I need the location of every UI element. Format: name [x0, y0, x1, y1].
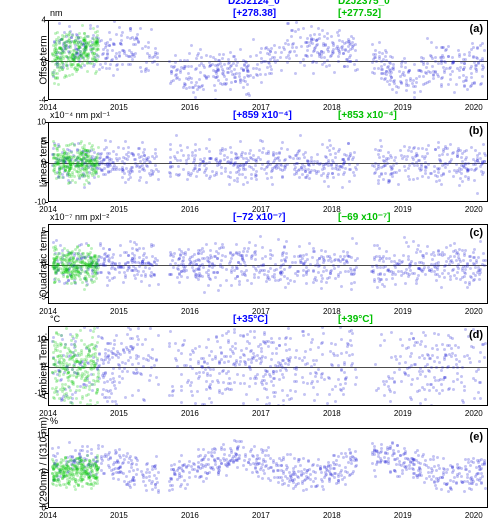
y-tick-label: -10	[26, 388, 46, 397]
plot-area: (b)	[48, 122, 488, 202]
x-tick-label: 2020	[465, 307, 483, 316]
y-tick-label: 0	[26, 260, 46, 269]
x-tick-label: 2020	[465, 205, 483, 214]
plot-area: (e)	[48, 428, 488, 508]
x-tick-label: 2018	[323, 511, 341, 520]
x-tick-label: 2016	[181, 103, 199, 112]
panel-label: (a)	[470, 23, 483, 35]
header-value-blue: [+35°C]	[233, 314, 268, 325]
y-tick-label: 10	[26, 335, 46, 344]
plot-area: (a)	[48, 20, 488, 100]
y-tick-label: 0	[26, 362, 46, 371]
header-value-green: [+277.52]	[338, 8, 381, 19]
y-tick-label: 10	[26, 431, 46, 440]
panel-label: (b)	[469, 125, 483, 137]
x-tick-label: 2018	[323, 409, 341, 418]
x-tick-label: 2020	[465, 511, 483, 520]
header-value-blue: [−72 x10⁻⁷]	[233, 212, 286, 223]
panel-a: (a)Offset termnmD2J2124_0D2J2375_0[+278.…	[48, 20, 488, 100]
y-tick-label: 5	[26, 226, 46, 235]
plot-area: (c)	[48, 224, 488, 304]
x-tick-label: 2015	[110, 511, 128, 520]
panel-label: (e)	[470, 431, 483, 443]
header-value-green: [+853 x10⁻⁴]	[338, 110, 397, 121]
x-tick-label: 2016	[181, 205, 199, 214]
x-tick-label: 2019	[394, 205, 412, 214]
unit-label: x10⁻⁴ nm pxl⁻¹	[50, 110, 110, 121]
x-tick-label: 2020	[465, 103, 483, 112]
y-tick-label: 5	[26, 467, 46, 476]
y-tick-label: 5	[26, 138, 46, 147]
x-tick-label: 2020	[465, 409, 483, 418]
panel-label: (c)	[470, 227, 483, 239]
x-tick-label: 2019	[394, 511, 412, 520]
x-tick-label: 2016	[181, 511, 199, 520]
y-tick-label: -5	[26, 178, 46, 187]
y-tick-label: 10	[26, 118, 46, 127]
unit-label: x10⁻⁷ nm pxl⁻²	[50, 212, 109, 223]
panel-label: (d)	[469, 329, 483, 341]
unit-label: °C	[50, 314, 60, 324]
series-name-green: D2J2375_0	[338, 0, 390, 7]
x-tick-label: 2015	[110, 409, 128, 418]
x-tick-label: 2017	[252, 409, 270, 418]
x-tick-label: 2016	[181, 307, 199, 316]
panel-d: (d)Ambient Temp.°C[+35°C][+39°C]-1001020…	[48, 326, 488, 406]
header-value-blue: [+278.38]	[233, 8, 276, 19]
y-tick-label: 0	[26, 158, 46, 167]
y-tick-label: -5	[26, 293, 46, 302]
series-name-blue: D2J2124_0	[228, 0, 280, 7]
x-tick-label: 2019	[394, 409, 412, 418]
header-value-green: [−69 x10⁻⁷]	[338, 212, 391, 223]
x-tick-label: 2019	[394, 307, 412, 316]
x-tick-label: 2017	[252, 511, 270, 520]
x-tick-label: 2015	[110, 103, 128, 112]
plot-area: (d)	[48, 326, 488, 406]
unit-label: %	[50, 416, 58, 426]
x-tick-label: 2015	[110, 307, 128, 316]
unit-label: nm	[50, 8, 63, 18]
panel-c: (c)Quadratic termx10⁻⁷ nm pxl⁻²[−72 x10⁻…	[48, 224, 488, 304]
panel-b: (b)Linear termx10⁻⁴ nm pxl⁻¹[+859 x10⁻⁴]…	[48, 122, 488, 202]
header-value-blue: [+859 x10⁻⁴]	[233, 110, 292, 121]
x-tick-label: 2016	[181, 409, 199, 418]
header-value-green: [+39°C]	[338, 314, 373, 325]
y-tick-label: 4	[26, 16, 46, 25]
x-tick-label: 2015	[110, 205, 128, 214]
panel-e: (e)I(290nm) / I(310 nm)%0510201420152016…	[48, 428, 488, 508]
x-tick-label: 2014	[39, 511, 57, 520]
y-tick-label: 0	[26, 56, 46, 65]
